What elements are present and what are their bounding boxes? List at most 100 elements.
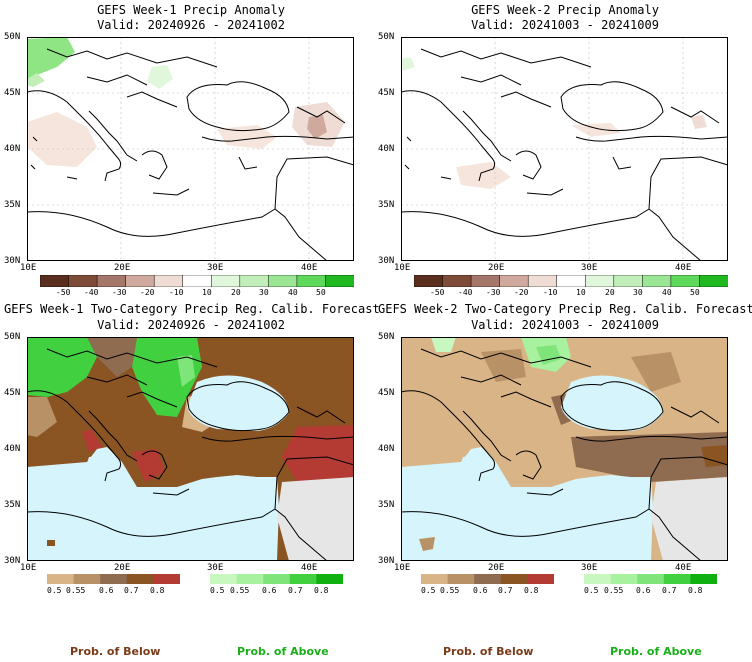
colorbar-tick: -30 <box>112 288 127 297</box>
prob-below-label: Prob. of Below <box>70 645 161 658</box>
panel2-title: GEFS Week-2 Precip Anomaly <box>471 3 659 17</box>
colorbar-tick: -40 <box>458 288 473 297</box>
lon-label: 10E <box>20 563 37 573</box>
colorbar-swatch <box>474 574 502 584</box>
panel1-title: GEFS Week-1 Precip Anomaly <box>97 3 285 17</box>
panel4-title: GEFS Week-2 Two-Category Precip Reg. Cal… <box>378 302 752 316</box>
lon-label: 40E <box>301 563 318 573</box>
panel3-valid: Valid: 20240926 - 20241002 <box>97 318 285 332</box>
colorbar-swatch <box>527 275 558 287</box>
lat-label: 45N <box>4 88 21 98</box>
lat-label: 35N <box>4 200 21 210</box>
colorbar-swatch <box>316 574 343 584</box>
lat-label: 45N <box>378 388 395 398</box>
prob-below-label: Prob. of Below <box>443 645 534 658</box>
colorbar-swatch <box>699 275 728 287</box>
colorbar-swatch <box>40 275 70 287</box>
panel1-valid: Valid: 20240926 - 20241002 <box>97 18 285 32</box>
lat-label: 50N <box>378 332 395 342</box>
lat-label: 40N <box>378 444 395 454</box>
colorbar-tick: 50 <box>316 288 326 297</box>
lon-label: 40E <box>675 563 692 573</box>
colorbar-swatch <box>499 275 529 287</box>
colorbar-swatch <box>239 275 269 287</box>
colorbar-swatch <box>125 275 155 287</box>
colorbar-tick: 40 <box>662 288 672 297</box>
colorbar-tick: -10 <box>169 288 184 297</box>
lat-label: 50N <box>378 32 395 42</box>
lat-label: 30N <box>4 556 21 566</box>
colorbar-swatch <box>296 275 327 287</box>
panel2-anomaly-map <box>401 37 728 261</box>
colorbar-swatch <box>289 574 317 584</box>
colorbar-tick: 0.5 <box>210 586 225 595</box>
lat-label: 30N <box>378 256 395 266</box>
colorbar-tick: 40 <box>288 288 298 297</box>
colorbar-swatch <box>47 574 74 584</box>
colorbar-swatch <box>670 275 701 287</box>
colorbar-tick: 30 <box>259 288 269 297</box>
lon-label: 40E <box>675 263 692 273</box>
colorbar-tick: 0.55 <box>604 586 624 595</box>
colorbar-swatch <box>556 275 586 287</box>
colorbar-swatch <box>527 574 554 584</box>
lat-label: 50N <box>4 32 21 42</box>
colorbar-tick: 0.55 <box>66 586 86 595</box>
lon-label: 10E <box>394 563 411 573</box>
lon-label: 10E <box>394 263 411 273</box>
colorbar-swatch <box>414 275 444 287</box>
lat-label: 35N <box>378 200 395 210</box>
colorbar-tick: 0.6 <box>262 586 277 595</box>
colorbar-tick: 0.7 <box>498 586 513 595</box>
colorbar-tick: 0.7 <box>288 586 303 595</box>
panel1-anomaly-map <box>27 37 354 261</box>
prob-above-colorbar-week2 <box>584 574 717 584</box>
colorbar-tick: 0.7 <box>124 586 139 595</box>
colorbar-tick: -10 <box>543 288 558 297</box>
lon-label: 30E <box>581 563 598 573</box>
lon-label: 40E <box>301 263 318 273</box>
colorbar-tick: -20 <box>140 288 155 297</box>
prob-above-label: Prob. of Above <box>610 645 702 658</box>
colorbar-swatch <box>96 275 127 287</box>
colorbar-swatch <box>100 574 128 584</box>
colorbar-swatch <box>153 275 184 287</box>
prob-above-label: Prob. of Above <box>237 645 329 658</box>
lat-label: 35N <box>4 500 21 510</box>
colorbar-tick: 0.8 <box>688 586 703 595</box>
colorbar-swatch <box>421 574 448 584</box>
colorbar-swatch <box>637 574 665 584</box>
colorbar-swatch <box>182 275 212 287</box>
colorbar-swatch <box>73 574 101 584</box>
colorbar-swatch <box>442 275 472 287</box>
colorbar-tick: -40 <box>84 288 99 297</box>
colorbar-tick: 0.8 <box>524 586 539 595</box>
colorbar-tick: 0.5 <box>584 586 599 595</box>
colorbar-swatch <box>447 574 475 584</box>
prob-above-colorbar-week1 <box>210 574 343 584</box>
lat-label: 30N <box>378 556 395 566</box>
panel3-title: GEFS Week-1 Two-Category Precip Reg. Cal… <box>4 302 380 316</box>
colorbar-swatch <box>470 275 501 287</box>
lat-label: 45N <box>4 388 21 398</box>
colorbar-tick: -50 <box>56 288 71 297</box>
colorbar-tick: 0.8 <box>150 586 165 595</box>
colorbar-swatch <box>690 574 717 584</box>
prob-below-colorbar-week1 <box>47 574 180 584</box>
colorbar-swatch <box>642 275 672 287</box>
colorbar-tick: 0.7 <box>662 586 677 595</box>
lon-label: 20E <box>114 263 131 273</box>
colorbar-swatch <box>584 574 611 584</box>
colorbar-tick: 30 <box>633 288 643 297</box>
prob-below-colorbar-week2 <box>421 574 554 584</box>
colorbar-swatch <box>325 275 354 287</box>
colorbar-swatch <box>126 574 154 584</box>
colorbar-tick: 0.8 <box>314 586 329 595</box>
lon-label: 10E <box>20 263 37 273</box>
colorbar-tick: 0.55 <box>230 586 250 595</box>
anomaly-colorbar-week1 <box>40 275 354 287</box>
colorbar-tick: 0.5 <box>421 586 436 595</box>
lat-label: 30N <box>4 256 21 266</box>
colorbar-tick: 10 <box>202 288 212 297</box>
panel4-probability-map <box>401 337 728 561</box>
